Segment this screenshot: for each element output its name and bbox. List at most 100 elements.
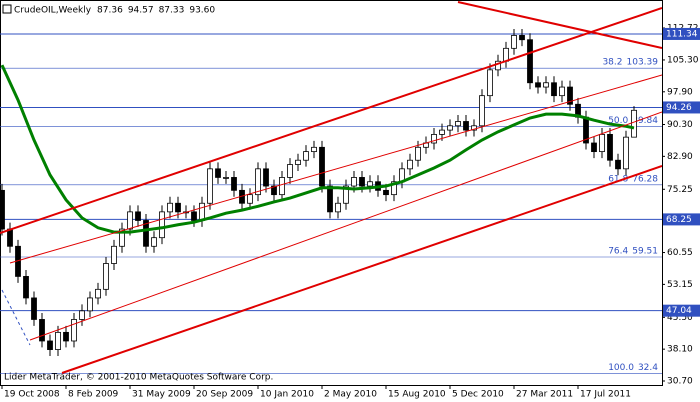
candle-body [511, 35, 517, 49]
candle-body [431, 134, 437, 144]
candle-body [23, 276, 29, 299]
x-tick-label: 15 Aug 2010 [388, 390, 446, 400]
candle-body [527, 39, 533, 84]
x-tick-label: 20 Sep 2009 [196, 390, 253, 400]
candle-body [439, 129, 445, 135]
candle-body [39, 319, 45, 342]
candle-body [351, 177, 357, 187]
candle-body [47, 340, 53, 350]
fibo-base [1, 289, 31, 346]
candle-body [191, 211, 197, 221]
candle-body [151, 237, 157, 247]
candle-body [63, 331, 69, 342]
candle-body [447, 125, 453, 131]
header: CrudeOIL,Weekly 87.36 94.57 87.33 93.60 [2, 4, 215, 16]
x-tick-label: 27 Mar 2011 [516, 390, 573, 400]
candle-body [415, 146, 421, 161]
candle-body [631, 109, 637, 138]
level-label: 111.34 [666, 29, 698, 39]
fibo-price: 103.39 [627, 58, 659, 68]
candle-body [7, 228, 13, 247]
candle-body [71, 319, 77, 342]
trendline [9, 74, 662, 264]
candle-body [231, 177, 237, 191]
header-value: 94.57 [128, 6, 154, 16]
y-tick-label: 75.25 [667, 185, 693, 195]
candle-body [551, 82, 557, 97]
axes: 112.72105.3097.9090.3082.9075.2560.5553.… [1, 24, 700, 400]
y-tick-label: 45.50 [667, 313, 693, 323]
candle-body [279, 177, 285, 196]
candle-body [503, 47, 509, 62]
fibo-level: 76.4 [608, 247, 628, 257]
candle-body [31, 297, 37, 320]
x-tick-label: 17 Jul 2011 [580, 390, 631, 400]
candle-body [167, 202, 173, 213]
candle-body [623, 136, 629, 170]
level-box [663, 101, 700, 114]
candle-body [383, 189, 389, 196]
y-tick-label: 82.90 [667, 152, 693, 162]
candle-body [271, 185, 277, 196]
level-box [663, 213, 700, 226]
candle-body [103, 263, 109, 290]
level-label: 68.25 [666, 215, 692, 225]
moving-average [0, 64, 635, 234]
x-tick-label: 31 May 2009 [132, 390, 191, 400]
candle-body [143, 220, 149, 247]
y-tick-label: 60.55 [667, 248, 693, 258]
candle-body [599, 134, 605, 153]
x-tick-label: 19 Oct 2008 [4, 390, 60, 400]
x-tick-label: 2 May 2010 [324, 390, 377, 400]
header-value: 87.36 [97, 6, 123, 16]
candle-body [79, 310, 85, 320]
candle-body [119, 228, 125, 247]
fibo-level: 61.8 [608, 174, 628, 184]
candle-body [159, 211, 165, 239]
header-icon [2, 4, 12, 14]
candle-body [455, 121, 461, 127]
symbol: CrudeOIL,Weekly [14, 6, 92, 16]
candle-body [479, 95, 485, 127]
y-tick-label: 90.30 [667, 120, 693, 130]
fibo-level: 100.0 [608, 363, 634, 373]
plot-area: 103.39 38.2 89.84 50.0 76.28 61.8 59.51 76.4 32.… [0, 1, 662, 374]
candle-body [391, 181, 397, 196]
y-tick-label: 97.90 [667, 87, 693, 97]
candle-body [303, 151, 309, 161]
candle-body [591, 142, 597, 153]
y-tick-label: 38.10 [667, 345, 693, 355]
trendline [457, 1, 662, 50]
fibo-price: 89.84 [632, 116, 658, 126]
candle-body [287, 164, 293, 178]
candle-body [463, 121, 469, 131]
fibo-level: 38.2 [602, 58, 622, 68]
candle-body [607, 134, 613, 161]
y-tick-label: 105.30 [667, 55, 699, 65]
candle-body [263, 168, 269, 187]
candle-body [519, 35, 525, 41]
candle-body [215, 168, 221, 178]
candle-body [367, 181, 373, 187]
candle-body [407, 159, 413, 170]
candle-body [0, 189, 5, 230]
fibo-price: 32.4 [638, 363, 658, 373]
candle-body [247, 194, 253, 204]
candle-body [471, 125, 477, 131]
x-tick-label: 5 Dec 2010 [452, 390, 504, 400]
candle-body [567, 86, 573, 105]
candle-body [127, 211, 133, 230]
candle-body [199, 202, 205, 221]
candle-body [335, 202, 341, 213]
level-box [663, 27, 700, 40]
fibo-level: 50.0 [608, 116, 628, 126]
candle-body [359, 177, 365, 187]
candle-body [327, 185, 333, 213]
candle-body [55, 331, 61, 350]
fibo-price: 59.51 [632, 247, 658, 257]
candle-body [487, 69, 493, 97]
level-box [663, 304, 700, 317]
level-label: 94.26 [666, 103, 692, 113]
candle-body [615, 159, 621, 170]
